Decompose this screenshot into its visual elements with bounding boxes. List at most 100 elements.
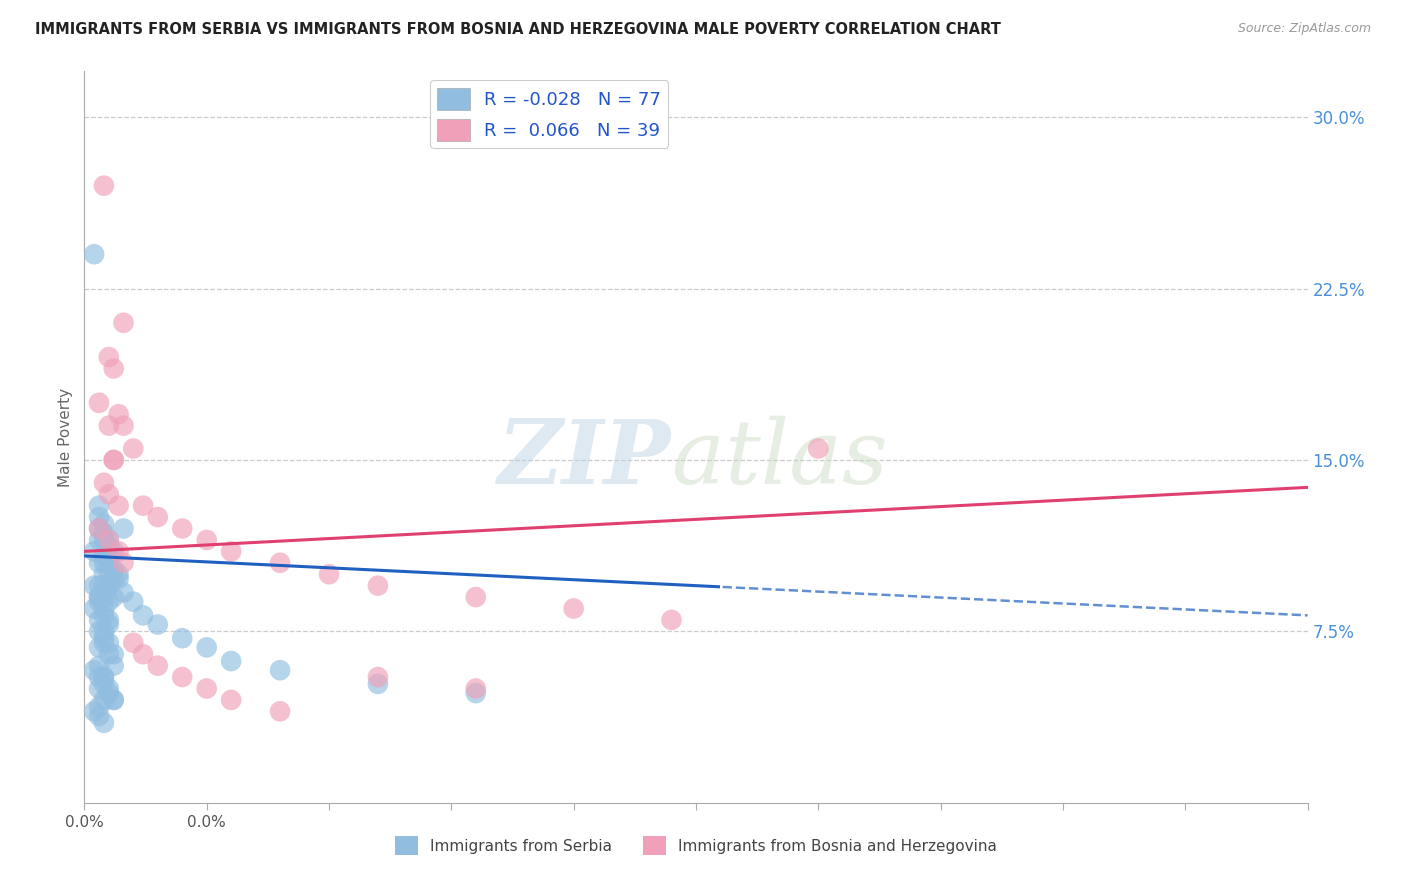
Text: Source: ZipAtlas.com: Source: ZipAtlas.com: [1237, 22, 1371, 36]
Point: [93, 715, 115, 730]
Point: [269, 705, 291, 719]
Point: [112, 316, 135, 330]
Point: [93, 178, 115, 193]
Point: [172, 670, 194, 684]
Point: [87, 640, 110, 655]
Point: [87, 396, 110, 410]
Point: [93, 475, 115, 490]
Point: [103, 572, 125, 586]
Point: [97, 686, 120, 700]
Point: [122, 636, 145, 650]
Point: [318, 567, 340, 582]
Point: [107, 407, 129, 421]
Point: [146, 658, 169, 673]
Point: [195, 533, 218, 547]
Point: [562, 601, 585, 615]
Point: [93, 632, 115, 646]
Point: [107, 544, 129, 558]
Point: [103, 453, 125, 467]
Point: [97, 556, 120, 570]
Point: [464, 686, 486, 700]
Point: [103, 361, 125, 376]
Point: [83, 705, 105, 719]
Point: [97, 487, 120, 501]
Point: [87, 613, 110, 627]
Point: [103, 563, 125, 577]
Point: [172, 632, 194, 646]
Point: [132, 608, 155, 623]
Point: [93, 533, 115, 547]
Point: [93, 590, 115, 604]
Text: ZIP: ZIP: [498, 416, 672, 502]
Point: [93, 526, 115, 541]
Point: [87, 681, 110, 696]
Point: [97, 613, 120, 627]
Point: [87, 658, 110, 673]
Point: [87, 521, 110, 535]
Point: [97, 595, 120, 609]
Point: [93, 567, 115, 582]
Point: [146, 510, 169, 524]
Point: [93, 601, 115, 615]
Point: [103, 693, 125, 707]
Point: [87, 533, 110, 547]
Legend: Immigrants from Serbia, Immigrants from Bosnia and Herzegovina: Immigrants from Serbia, Immigrants from …: [389, 830, 1002, 861]
Point: [87, 556, 110, 570]
Point: [83, 247, 105, 261]
Point: [93, 670, 115, 684]
Point: [93, 677, 115, 691]
Point: [97, 350, 120, 364]
Text: IMMIGRANTS FROM SERBIA VS IMMIGRANTS FROM BOSNIA AND HERZEGOVINA MALE POVERTY CO: IMMIGRANTS FROM SERBIA VS IMMIGRANTS FRO…: [35, 22, 1001, 37]
Point: [97, 636, 120, 650]
Point: [269, 663, 291, 677]
Point: [97, 579, 120, 593]
Point: [87, 590, 110, 604]
Point: [87, 510, 110, 524]
Text: atlas: atlas: [672, 416, 887, 502]
Point: [97, 681, 120, 696]
Point: [93, 579, 115, 593]
Point: [97, 549, 120, 563]
Point: [87, 579, 110, 593]
Point: [93, 670, 115, 684]
Point: [464, 681, 486, 696]
Point: [93, 636, 115, 650]
Point: [172, 521, 194, 535]
Point: [83, 579, 105, 593]
Point: [103, 590, 125, 604]
Point: [87, 699, 110, 714]
Point: [97, 567, 120, 582]
Point: [97, 579, 120, 593]
Point: [464, 590, 486, 604]
Point: [93, 608, 115, 623]
Y-axis label: Male Poverty: Male Poverty: [58, 387, 73, 487]
Point: [103, 693, 125, 707]
Point: [87, 670, 110, 684]
Point: [103, 658, 125, 673]
Point: [97, 418, 120, 433]
Point: [97, 617, 120, 632]
Point: [93, 693, 115, 707]
Point: [367, 579, 389, 593]
Point: [112, 585, 135, 599]
Point: [112, 521, 135, 535]
Point: [103, 647, 125, 661]
Point: [107, 567, 129, 582]
Point: [93, 585, 115, 599]
Point: [122, 442, 145, 456]
Point: [83, 601, 105, 615]
Point: [195, 681, 218, 696]
Point: [97, 533, 120, 547]
Point: [103, 453, 125, 467]
Point: [146, 617, 169, 632]
Point: [87, 521, 110, 535]
Point: [219, 654, 242, 668]
Point: [87, 709, 110, 723]
Point: [93, 624, 115, 639]
Point: [661, 613, 683, 627]
Point: [132, 647, 155, 661]
Point: [112, 556, 135, 570]
Point: [83, 663, 105, 677]
Point: [107, 572, 129, 586]
Point: [219, 544, 242, 558]
